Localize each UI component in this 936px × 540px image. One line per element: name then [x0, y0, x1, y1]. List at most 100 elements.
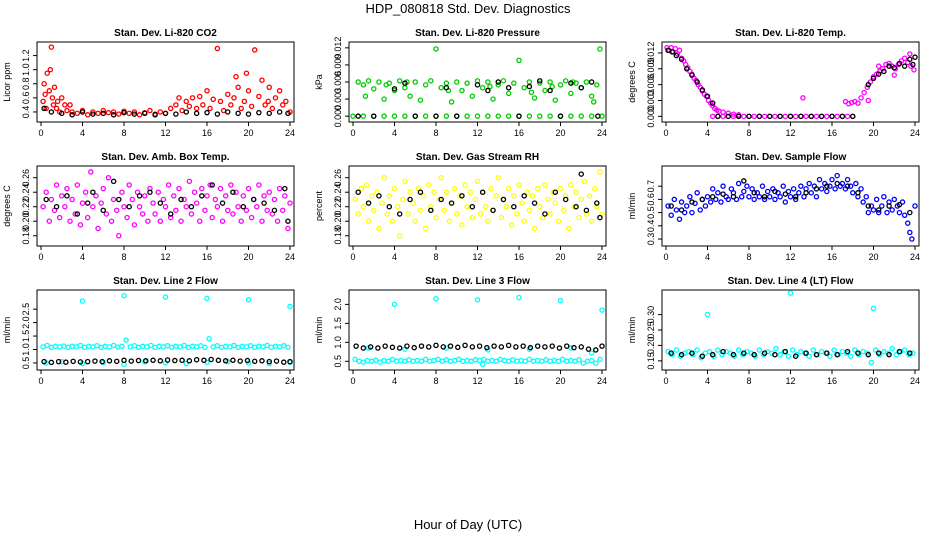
data-point-sample	[381, 357, 387, 364]
data-point-sample	[46, 218, 53, 224]
data-point-sample	[53, 182, 60, 188]
data-point-sample	[224, 91, 231, 98]
data-point-sample	[364, 357, 371, 364]
data-point-reference	[193, 110, 200, 117]
data-point-sample	[552, 200, 559, 206]
data-point-sample	[457, 193, 463, 199]
data-point-sample	[495, 174, 501, 181]
data-point-reference	[505, 84, 512, 91]
data-point-sample	[733, 196, 740, 203]
data-point-sample	[214, 203, 221, 210]
data-point-sample	[261, 193, 267, 199]
x-tick-label: 8	[433, 376, 438, 386]
data-point-reference	[375, 345, 381, 351]
x-tick-label: 16	[827, 128, 837, 138]
data-point-reference	[100, 110, 107, 117]
data-point-reference	[593, 347, 599, 353]
data-point-sample	[547, 113, 553, 119]
data-point-sample	[728, 186, 735, 192]
data-point-sample	[264, 207, 270, 214]
data-point-sample	[282, 193, 288, 199]
data-point-sample	[901, 347, 908, 353]
data-point-sample	[542, 87, 548, 94]
y-tick-label: 0.26	[333, 169, 343, 187]
data-point-sample	[62, 203, 68, 210]
data-point-sample	[518, 357, 524, 364]
data-point-sample	[358, 185, 365, 192]
data-point-sample	[391, 113, 398, 119]
y-tick-label: 0.20	[646, 337, 656, 355]
data-point-reference	[143, 358, 149, 364]
data-point-reference	[469, 344, 476, 350]
data-point-reference	[527, 344, 534, 351]
data-point-sample	[67, 102, 73, 108]
data-point-sample	[360, 82, 367, 88]
data-point-sample	[376, 79, 382, 85]
data-point-reference	[266, 358, 272, 365]
data-point-reference	[547, 87, 553, 94]
data-point-sample	[896, 209, 903, 216]
data-point-sample	[402, 84, 408, 91]
data-point-sample	[673, 207, 680, 213]
y-axis-label: ml/min	[627, 193, 637, 220]
data-point-reference	[782, 191, 789, 197]
data-point-sample	[360, 203, 367, 210]
data-point-reference	[433, 113, 439, 119]
data-point-reference	[222, 358, 229, 364]
data-point-reference	[150, 357, 156, 364]
data-point-sample	[818, 186, 825, 192]
data-point-reference	[907, 350, 913, 356]
data-point-reference	[209, 182, 215, 188]
data-point-sample	[495, 82, 501, 88]
y-tick-label: 0.26	[21, 169, 31, 187]
data-point-sample	[829, 176, 835, 183]
data-point-reference	[360, 345, 367, 351]
data-point-sample	[285, 344, 291, 351]
y-tick-label: 0.003	[646, 89, 656, 112]
panel-1: Stan. Dev. Li-820 CO2 Licor ppm 0 4 8 12 16 20 2…	[2, 28, 295, 138]
data-point-sample	[422, 356, 429, 363]
data-point-sample	[459, 87, 465, 94]
x-tick-label: 8	[121, 252, 126, 262]
x-tick-label: 20	[868, 252, 878, 262]
x-tick-label: 12	[472, 252, 482, 262]
data-point-sample	[464, 203, 470, 210]
x-tick-label: 4	[705, 252, 710, 262]
data-point-sample	[464, 80, 470, 86]
y-tick-label: 0.6	[21, 92, 31, 105]
data-point-sample	[350, 113, 356, 119]
data-point-sample	[219, 218, 226, 224]
data-point-sample	[537, 80, 543, 86]
data-point-sample	[557, 185, 564, 192]
data-point-sample	[435, 356, 441, 363]
data-point-sample	[542, 182, 548, 188]
data-point-sample	[352, 196, 358, 203]
data-point-reference	[886, 203, 892, 209]
data-point-sample	[780, 183, 786, 189]
data-point-sample	[505, 90, 512, 97]
data-point-sample	[51, 84, 58, 91]
x-tick-label: 12	[160, 252, 170, 262]
data-point-sample	[756, 347, 763, 353]
data-point-reference	[520, 343, 526, 349]
data-point-sample	[831, 347, 837, 353]
data-point-reference	[772, 351, 778, 358]
y-tick-label: 0.5	[646, 206, 656, 219]
data-point-reference	[276, 109, 283, 115]
data-point-sample	[744, 183, 750, 189]
data-point-sample	[597, 46, 603, 52]
x-tick-label: 8	[746, 376, 751, 386]
data-point-sample	[274, 218, 281, 224]
data-point-sample	[668, 212, 674, 218]
data-point-reference	[84, 358, 91, 365]
data-point-sample	[56, 214, 63, 221]
data-point-sample	[217, 185, 224, 192]
data-point-sample	[79, 298, 86, 304]
data-point-reference	[865, 203, 872, 209]
data-point-reference	[730, 193, 737, 200]
data-point-reference	[741, 350, 747, 356]
data-point-reference	[720, 191, 726, 197]
data-point-sample	[407, 93, 413, 99]
data-point-sample	[697, 207, 703, 213]
data-point-reference	[183, 109, 189, 115]
